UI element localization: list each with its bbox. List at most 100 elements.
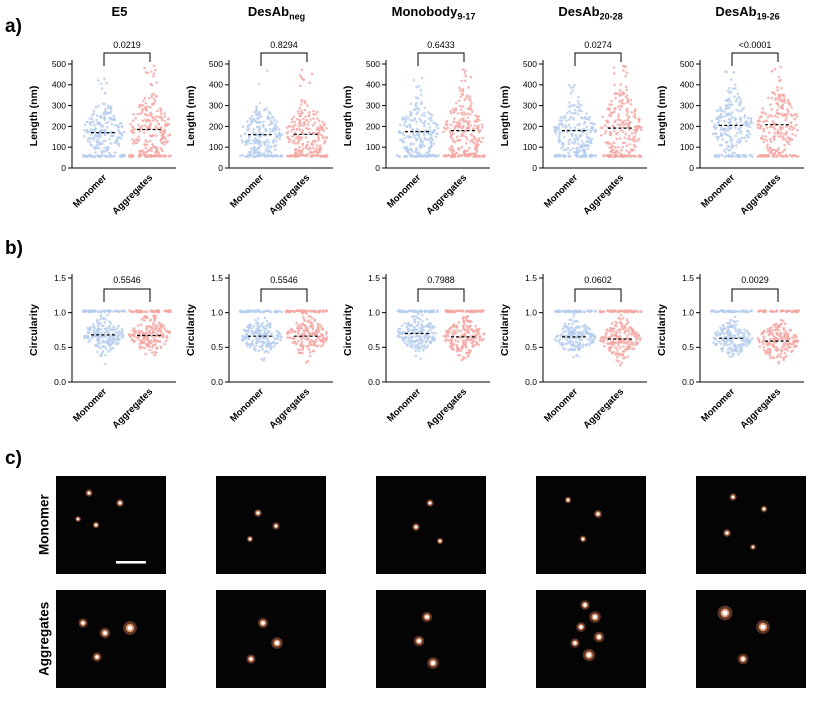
svg-text:0.5: 0.5: [211, 342, 223, 352]
micro-image-monomer-3: [376, 476, 486, 574]
svg-text:400: 400: [523, 80, 537, 90]
svg-text:500: 500: [523, 59, 537, 69]
svg-text:Aggregates: Aggregates: [424, 386, 469, 431]
chart-col-desab-20-28: DesAb20-28 0 100 200 300 400 500 Length (nm) 0.…: [497, 3, 654, 232]
svg-text:Aggregates: Aggregates: [581, 386, 626, 431]
svg-text:Length (nm): Length (nm): [342, 86, 354, 147]
svg-text:Aggregates: Aggregates: [738, 172, 783, 217]
svg-text:1.0: 1.0: [368, 308, 380, 318]
svg-text:Circularity: Circularity: [342, 304, 354, 356]
chart-title-sub: 19-26: [756, 11, 780, 22]
panel-b-chart-row: 0.0 0.5 1.0 1.5 Circularity 0.5546 Monomer Aggr…: [0, 234, 813, 446]
micro-image-aggregates-2: [216, 590, 326, 688]
circularity-chart-e5: 0.0 0.5 1.0 1.5 Circularity 0.5546 Monomer Aggr…: [28, 273, 176, 431]
microscopy-row-aggregates: Aggregates: [32, 590, 813, 688]
panel-b-label: b): [5, 238, 23, 259]
svg-text:200: 200: [366, 121, 380, 131]
svg-text:0.0: 0.0: [682, 377, 694, 387]
panel-b: b) 0.0 0.5 1.0 1.5 Circularity 0.5546 Monomer A…: [0, 234, 813, 446]
svg-text:0.5: 0.5: [525, 342, 537, 352]
svg-text:1.5: 1.5: [682, 273, 694, 283]
svg-text:400: 400: [366, 80, 380, 90]
svg-text:400: 400: [52, 80, 66, 90]
chart-title-text: DesAb: [247, 4, 290, 19]
svg-text:Monomer: Monomer: [228, 172, 266, 210]
svg-text:500: 500: [52, 59, 66, 69]
micro-image-aggregates-4: [536, 590, 646, 688]
svg-text:200: 200: [523, 121, 537, 131]
chart-col-desab-19-26-circ: 0.0 0.5 1.0 1.5 Circularity 0.0029 Monomer Aggr…: [654, 234, 811, 446]
svg-text:500: 500: [680, 59, 694, 69]
microscopy-rows: Monomer Aggregates: [0, 452, 813, 688]
svg-text:400: 400: [209, 80, 223, 90]
micro-image-aggregates-1: [56, 590, 166, 688]
chart-col-e5-circ: 0.0 0.5 1.0 1.5 Circularity 0.5546 Monomer Aggr…: [26, 234, 183, 446]
svg-text:0: 0: [532, 163, 537, 173]
chart-col-monobody-circ: 0.0 0.5 1.0 1.5 Circularity 0.7988 Monomer Aggr…: [340, 234, 497, 446]
microscopy-row-monomer: Monomer: [32, 476, 813, 574]
row-label-aggregates: Aggregates: [36, 601, 52, 677]
svg-text:Aggregates: Aggregates: [267, 386, 312, 431]
micro-image-aggregates-5: [696, 590, 806, 688]
svg-text:Monomer: Monomer: [542, 386, 580, 424]
svg-text:100: 100: [523, 142, 537, 152]
svg-text:1.0: 1.0: [682, 308, 694, 318]
svg-text:500: 500: [209, 59, 223, 69]
svg-text:300: 300: [523, 101, 537, 111]
svg-text:Circularity: Circularity: [656, 304, 668, 356]
svg-text:1.5: 1.5: [368, 273, 380, 283]
svg-text:0: 0: [375, 163, 380, 173]
circularity-chart-desab-19-26: 0.0 0.5 1.0 1.5 Circularity 0.0029 Monomer Aggr…: [656, 273, 804, 431]
svg-text:0.0: 0.0: [368, 377, 380, 387]
svg-text:200: 200: [209, 121, 223, 131]
svg-text:1.0: 1.0: [525, 308, 537, 318]
svg-text:0.0274: 0.0274: [584, 40, 612, 50]
svg-text:500: 500: [366, 59, 380, 69]
svg-text:0.0: 0.0: [211, 377, 223, 387]
svg-text:400: 400: [680, 80, 694, 90]
chart-col-desab-neg-circ: 0.0 0.5 1.0 1.5 Circularity 0.5546 Monomer Aggr…: [183, 234, 340, 446]
svg-text:300: 300: [366, 101, 380, 111]
micro-image-monomer-5: [696, 476, 806, 574]
svg-text:Monomer: Monomer: [699, 386, 737, 424]
svg-text:300: 300: [680, 101, 694, 111]
svg-text:0: 0: [689, 163, 694, 173]
svg-text:1.5: 1.5: [525, 273, 537, 283]
svg-text:Monomer: Monomer: [385, 386, 423, 424]
length-chart-desab-19-26: 0 100 200 300 400 500 Length (nm) <0.0001 Monome…: [656, 40, 804, 217]
svg-text:1.5: 1.5: [54, 273, 66, 283]
chart-title-text: E5: [111, 4, 128, 19]
svg-text:Monomer: Monomer: [71, 386, 109, 424]
svg-text:Monomer: Monomer: [542, 172, 580, 210]
svg-text:0.0219: 0.0219: [113, 40, 141, 50]
panel-a-label: a): [5, 16, 22, 37]
length-chart-e5: 0 100 200 300 400 500 Length (nm) 0.0219 Monomer…: [28, 40, 176, 217]
chart-title-e5: E5: [26, 3, 183, 20]
svg-text:0.8294: 0.8294: [270, 40, 298, 50]
svg-text:Circularity: Circularity: [28, 304, 40, 356]
length-chart-monobody: 0 100 200 300 400 500 Length (nm) 0.6433 Monomer…: [342, 40, 490, 217]
panel-c: c) Monomer Aggregates: [0, 448, 813, 688]
svg-text:300: 300: [209, 101, 223, 111]
svg-text:Circularity: Circularity: [185, 304, 197, 356]
svg-text:0.6433: 0.6433: [427, 40, 455, 50]
svg-text:100: 100: [52, 142, 66, 152]
svg-text:Length (nm): Length (nm): [28, 86, 40, 147]
chart-col-desab-neg: DesAbneg 0 100 200 300 400 500 Length (nm) 0.82…: [183, 3, 340, 232]
svg-text:Length (nm): Length (nm): [656, 86, 668, 147]
svg-text:Aggregates: Aggregates: [110, 386, 155, 431]
svg-text:100: 100: [209, 142, 223, 152]
chart-title-desab-19-26: DesAb19-26: [654, 3, 811, 22]
chart-title-desab-20-28: DesAb20-28: [497, 3, 654, 22]
svg-text:0.0029: 0.0029: [741, 275, 769, 285]
svg-text:1.0: 1.0: [211, 308, 223, 318]
svg-text:Monomer: Monomer: [228, 386, 266, 424]
svg-text:100: 100: [680, 142, 694, 152]
monomer-images: [56, 476, 806, 574]
svg-text:300: 300: [52, 101, 66, 111]
svg-text:<0.0001: <0.0001: [739, 40, 772, 50]
row-label-monomer: Monomer: [36, 494, 52, 556]
chart-title-text: Monobody: [391, 4, 458, 19]
chart-title-monobody: Monobody9-17: [340, 3, 497, 22]
